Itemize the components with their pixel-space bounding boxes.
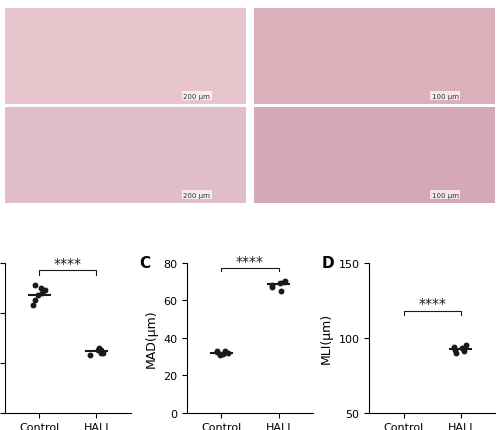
Text: ****: **** [54,256,82,270]
Point [220,348,228,355]
Point [395,421,403,427]
Point [94,347,102,354]
Point [280,279,287,286]
Point [212,349,220,356]
Point [95,344,103,351]
Point [86,352,94,359]
Point [30,297,38,304]
Point [219,350,227,357]
Point [30,282,38,289]
Point [450,347,458,353]
Point [34,292,42,299]
Text: 200 μm: 200 μm [184,192,210,198]
Point [268,284,276,291]
Text: 100 μm: 100 μm [432,94,459,100]
Point [450,344,458,350]
Point [406,421,414,428]
Point [281,277,289,284]
Text: ****: **** [418,296,446,310]
Point [97,347,105,354]
Y-axis label: MAD(μm): MAD(μm) [145,309,158,367]
Point [460,347,468,354]
Point [224,350,232,356]
Point [42,287,50,294]
Text: 100 μm: 100 μm [432,192,459,198]
Point [98,350,106,356]
Point [458,345,466,352]
Point [278,288,285,295]
Text: D: D [322,256,334,271]
Text: 200 μm: 200 μm [184,94,210,100]
Point [276,280,284,286]
Point [36,285,44,292]
Point [29,302,37,309]
Y-axis label: MLI(μm): MLI(μm) [320,313,333,363]
Point [212,348,220,355]
Point [268,282,276,289]
Text: ****: **** [236,254,264,268]
Point [401,418,409,425]
Point [452,350,460,356]
Point [462,342,470,349]
Point [398,424,406,430]
Text: C: C [140,256,150,271]
Point [403,419,411,426]
Point [38,290,46,297]
Point [99,350,107,356]
Point [216,351,224,358]
